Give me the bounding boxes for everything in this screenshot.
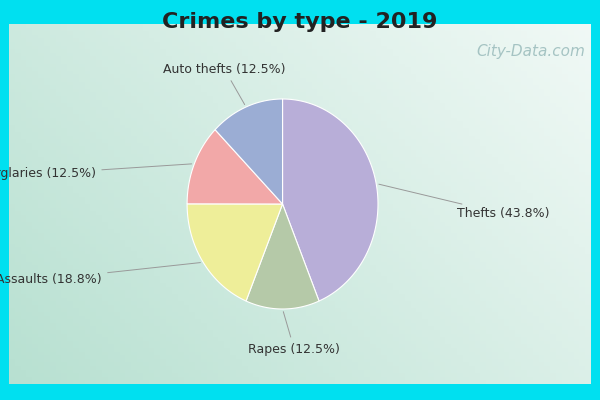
PathPatch shape <box>246 204 319 309</box>
Text: Auto thefts (12.5%): Auto thefts (12.5%) <box>163 62 286 104</box>
Text: Thefts (43.8%): Thefts (43.8%) <box>379 184 550 220</box>
PathPatch shape <box>215 99 283 204</box>
PathPatch shape <box>283 99 378 301</box>
Text: Rapes (12.5%): Rapes (12.5%) <box>248 312 340 356</box>
PathPatch shape <box>187 130 283 204</box>
Text: City-Data.com: City-Data.com <box>476 44 585 59</box>
Text: Crimes by type - 2019: Crimes by type - 2019 <box>163 12 437 32</box>
PathPatch shape <box>187 204 283 301</box>
Text: Burglaries (12.5%): Burglaries (12.5%) <box>0 164 191 180</box>
Text: Assaults (18.8%): Assaults (18.8%) <box>0 262 200 286</box>
